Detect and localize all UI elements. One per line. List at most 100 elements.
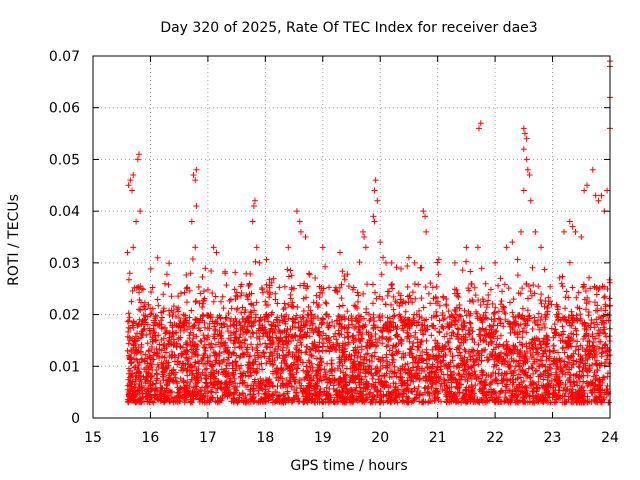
data-point: [336, 320, 343, 327]
data-point: [414, 336, 421, 343]
data-point: [519, 342, 526, 349]
data-point: [309, 321, 316, 328]
data-point: [448, 332, 455, 339]
data-point: [570, 378, 577, 385]
data-point: [359, 228, 366, 235]
data-point: [138, 299, 145, 306]
data-point: [537, 296, 544, 303]
data-point: [226, 349, 233, 356]
data-point: [372, 177, 379, 184]
data-point: [542, 372, 549, 379]
data-point: [485, 356, 492, 363]
data-point: [263, 302, 270, 309]
data-point: [129, 187, 136, 194]
data-point: [553, 365, 560, 372]
data-point: [151, 349, 158, 356]
data-point: [606, 276, 613, 283]
data-point: [259, 349, 266, 356]
data-point: [201, 388, 208, 395]
data-point: [377, 327, 384, 334]
data-point: [212, 341, 219, 348]
data-point: [132, 373, 139, 380]
data-point: [492, 259, 499, 266]
data-point: [368, 366, 375, 373]
data-point: [404, 385, 411, 392]
data-point: [179, 351, 186, 358]
data-point: [545, 382, 552, 389]
data-point: [189, 256, 196, 263]
data-point: [479, 372, 486, 379]
data-point: [467, 320, 474, 327]
data-point: [390, 356, 397, 363]
data-point: [254, 349, 261, 356]
data-point: [589, 166, 596, 173]
data-point: [181, 289, 188, 296]
data-point: [493, 328, 500, 335]
data-point: [270, 275, 277, 282]
data-point: [400, 327, 407, 334]
data-point: [388, 282, 395, 289]
data-point: [598, 305, 605, 312]
data-point: [151, 329, 158, 336]
data-point: [538, 244, 545, 251]
data-point: [542, 314, 549, 321]
data-point: [378, 271, 385, 278]
data-point: [553, 376, 560, 383]
data-point: [161, 341, 168, 348]
data-point: [326, 398, 333, 405]
data-point: [420, 304, 427, 311]
data-point: [442, 342, 449, 349]
data-point: [193, 351, 200, 358]
data-point: [259, 398, 266, 405]
data-point: [503, 376, 510, 383]
data-point: [357, 366, 364, 373]
data-point: [333, 317, 340, 324]
data-point: [585, 351, 592, 358]
data-point: [312, 275, 319, 282]
data-point: [222, 381, 229, 388]
data-point: [384, 365, 391, 372]
data-point: [329, 319, 336, 326]
data-point: [265, 355, 272, 362]
data-point: [486, 322, 493, 329]
data-point: [526, 171, 533, 178]
data-point: [347, 356, 354, 363]
data-point: [388, 301, 395, 308]
data-point: [138, 399, 145, 406]
data-point: [241, 323, 248, 330]
data-point: [126, 314, 133, 321]
data-point: [421, 322, 428, 329]
data-point: [516, 339, 523, 346]
data-point: [221, 321, 228, 328]
data-point: [316, 395, 323, 402]
data-point: [559, 370, 566, 377]
data-point: [404, 284, 411, 291]
data-point: [606, 333, 613, 340]
data-point: [297, 385, 304, 392]
data-point: [433, 283, 440, 290]
data-point: [187, 329, 194, 336]
data-point: [289, 323, 296, 330]
data-point: [284, 388, 291, 395]
data-point: [156, 354, 163, 361]
data-point: [241, 309, 248, 316]
data-point: [500, 355, 507, 362]
data-point: [332, 377, 339, 384]
data-point: [577, 358, 584, 365]
data-point: [540, 376, 547, 383]
data-point: [398, 265, 405, 272]
data-point: [604, 382, 611, 389]
data-point: [473, 355, 480, 362]
data-point: [545, 300, 552, 307]
data-point: [593, 361, 600, 368]
data-point: [486, 353, 493, 360]
data-point: [405, 395, 412, 402]
data-point: [337, 249, 344, 256]
data-point: [333, 394, 340, 401]
data-point: [215, 339, 222, 346]
data-point: [413, 370, 420, 377]
data-point: [226, 297, 233, 304]
data-point: [333, 288, 340, 295]
data-point: [319, 335, 326, 342]
data-point: [580, 281, 587, 288]
